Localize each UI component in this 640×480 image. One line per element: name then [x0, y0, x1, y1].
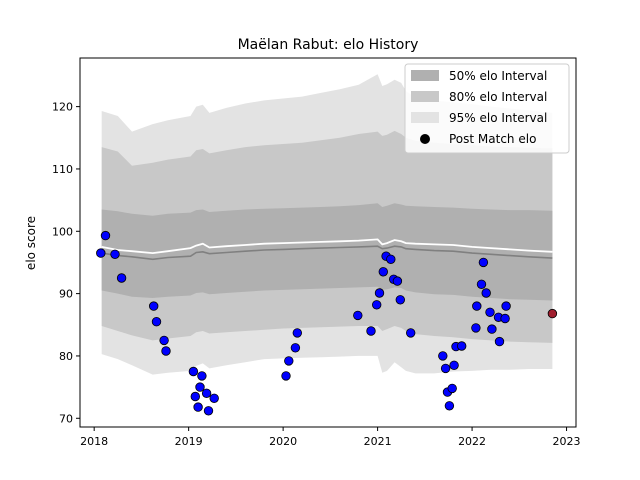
- post-match-elo-point: [386, 254, 396, 264]
- legend-label-band80: 80% elo Interval: [449, 90, 547, 104]
- legend-box: [404, 63, 570, 154]
- post-match-elo-point: [284, 356, 294, 366]
- post-match-elo-point: [476, 279, 487, 290]
- post-match-elo-point: [374, 288, 385, 298]
- x-tick-label: 2022: [458, 435, 486, 448]
- legend-swatch-band80: [411, 91, 439, 102]
- post-match-elo-point: [500, 313, 510, 324]
- post-match-elo-point: [292, 328, 303, 338]
- axes-frame: [79, 57, 577, 428]
- x-tick-label: 2019: [175, 435, 203, 448]
- post-match-elo-point: [197, 371, 207, 381]
- post-match-elo-point: [372, 300, 382, 310]
- post-match-elo-point: [406, 328, 416, 338]
- y-tick-label: 70: [59, 412, 73, 425]
- legend: 50% elo Interval 80% elo Interval 95% elo …: [404, 63, 570, 154]
- post-match-elo-point: [201, 388, 212, 399]
- legend-label-band95: 95% elo Interval: [449, 111, 547, 125]
- post-match-elo-point: [481, 288, 491, 298]
- legend-swatch-points: [420, 134, 430, 144]
- post-match-elo-point: [353, 310, 363, 321]
- latest-elo-point: [547, 308, 558, 319]
- post-match-elo-point: [100, 230, 111, 241]
- post-match-elo-point: [449, 360, 459, 371]
- x-tick-label: 2018: [80, 435, 108, 448]
- post-match-elo-point: [366, 326, 376, 336]
- x-tick-label: 2021: [364, 435, 392, 448]
- y-axis-label: elo score: [24, 216, 38, 270]
- legend-label-points: Post Match elo: [449, 132, 536, 146]
- post-match-elo-point: [472, 301, 482, 311]
- post-match-elo-point: [116, 273, 127, 283]
- post-match-elo-point: [478, 257, 489, 268]
- post-match-elo-point: [440, 363, 451, 374]
- post-match-elo-point: [501, 301, 511, 311]
- post-match-elo-point: [193, 402, 203, 412]
- y-tick-label: 100: [52, 225, 73, 238]
- legend-swatch-band95: [411, 112, 439, 123]
- post-match-elo-point: [485, 307, 495, 318]
- band-50-interval: [101, 203, 553, 301]
- post-match-elo-point: [457, 341, 467, 351]
- post-match-elo-point: [487, 324, 497, 334]
- legend-label-band50: 50% elo Interval: [449, 69, 547, 83]
- x-tick-label: 2023: [553, 435, 581, 448]
- post-match-elo-point: [378, 267, 389, 277]
- post-match-elo-point: [290, 343, 301, 353]
- post-match-elo-point: [151, 317, 162, 327]
- legend-swatch-band50: [411, 70, 439, 81]
- y-tick-label: 80: [59, 350, 73, 363]
- post-match-elo-point: [161, 346, 171, 356]
- y-tick-label: 120: [52, 101, 73, 114]
- axes: 2018 2019 2020 2021 2022 2023 70 80 90 100 110 120: [52, 57, 581, 448]
- post-match-elo-point: [447, 383, 457, 394]
- post-match-elo-point: [392, 276, 403, 286]
- post-match-elo-point: [209, 393, 219, 404]
- post-match-elo-point: [281, 371, 291, 381]
- post-match-elo-point: [110, 249, 120, 260]
- mean-elo-line: [101, 245, 553, 261]
- post-match-elo-point: [395, 295, 406, 305]
- post-match-elo-point: [471, 323, 481, 333]
- post-match-elo-point: [188, 366, 199, 377]
- chart-title: Maëlan Rabut: elo History: [238, 37, 419, 53]
- post-match-elo-point: [494, 336, 505, 347]
- post-match-elo-point: [159, 335, 169, 346]
- post-match-elo-point: [444, 401, 455, 411]
- post-match-elo-point: [190, 391, 201, 402]
- post-match-elo-point: [438, 351, 448, 361]
- median-elo-line: [101, 238, 553, 255]
- post-match-elo-point: [203, 406, 214, 416]
- x-tick-label: 2020: [269, 435, 297, 448]
- y-tick-label: 110: [52, 163, 73, 176]
- post-match-elo-point: [148, 301, 159, 311]
- post-match-elo-point: [96, 248, 106, 258]
- post-match-elo-point: [195, 382, 205, 392]
- y-tick-label: 90: [59, 288, 73, 301]
